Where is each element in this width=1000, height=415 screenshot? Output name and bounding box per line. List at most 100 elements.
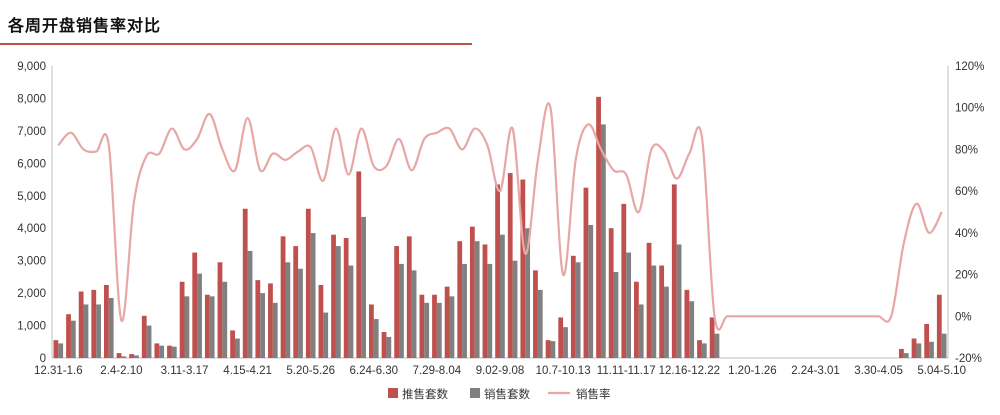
bar-sold [83, 304, 89, 358]
bar-sold [361, 216, 366, 358]
bar-push [533, 270, 538, 358]
bar-push [280, 236, 286, 358]
bar-push [596, 96, 601, 359]
bar-push [331, 234, 336, 358]
bar-push [78, 291, 84, 358]
axes: 0 1,000 2,000 3,000 4,000 5,000 6,000 7,000 8,00… [17, 61, 984, 377]
bar-push [356, 171, 362, 358]
legend: 推售套数 销售套数 销售率 [388, 387, 611, 401]
bar-push [268, 283, 273, 358]
left-tick-label: 6,000 [17, 158, 46, 170]
x-tick-label: 5.04-5.10 [917, 365, 966, 377]
bar-push [381, 332, 387, 358]
bar-sold [134, 355, 139, 358]
bar-push [419, 294, 425, 358]
x-tick-label: 6.24-6.30 [349, 365, 398, 377]
bar-sold [310, 233, 316, 358]
bar-push [469, 226, 475, 358]
bar-push [482, 244, 488, 358]
bar-push [545, 340, 551, 358]
legend-swatch [470, 388, 480, 398]
bar-push [293, 246, 299, 358]
bar-push [91, 289, 97, 358]
bar-sold [146, 325, 152, 358]
bar-sold [121, 356, 127, 358]
right-tick-label: 0% [955, 311, 972, 323]
legend-label: 推售套数 [402, 387, 448, 401]
bar-sold [941, 333, 947, 358]
bar-push [204, 294, 210, 358]
bar-sold [449, 296, 455, 358]
bar-sold [272, 302, 278, 358]
bar-push [911, 338, 917, 358]
bar-push [116, 353, 122, 358]
legend-label: 销售率 [576, 387, 611, 401]
bar-sold [714, 333, 720, 358]
bar-sold [537, 289, 543, 358]
bar-sold [386, 336, 392, 358]
x-tick-label: 3.11-3.17 [161, 365, 209, 377]
left-tick-label: 2,000 [17, 288, 46, 300]
bar-sold [58, 343, 64, 358]
bar-sold [701, 343, 707, 358]
right-tick-label: -20% [955, 353, 982, 365]
bar-sold [626, 252, 631, 358]
bar-sold [436, 302, 442, 358]
bar-push [66, 314, 71, 358]
bar-sold [903, 353, 909, 358]
bar-sold [197, 273, 202, 358]
bar-push [394, 246, 400, 358]
right-tick-label: 40% [955, 228, 978, 240]
right-tick-label: 80% [955, 144, 978, 156]
x-tick-label: 11.11-11.17 [597, 365, 656, 377]
chart-title: 各周开盘销售率对比 [8, 16, 162, 35]
bar-sold [487, 263, 493, 358]
x-tick-label: 10.7-10.13 [536, 365, 591, 377]
left-tick-label: 7,000 [17, 126, 46, 138]
bar-push [406, 236, 412, 358]
bar-push [444, 286, 450, 358]
right-tick-label: 60% [955, 186, 978, 198]
left-tick-label: 5,000 [17, 191, 46, 203]
bar-push [369, 304, 374, 358]
bar-push [697, 340, 702, 358]
bar-sold [474, 241, 480, 358]
legend-swatch [388, 388, 398, 398]
bar-push [634, 281, 639, 358]
bar-sold [613, 272, 619, 358]
right-tick-label: 20% [955, 270, 978, 282]
bar-push [520, 179, 526, 358]
bar-sold [260, 293, 266, 358]
right-tick-label: 100% [955, 103, 984, 115]
bar-sold [929, 341, 934, 358]
bar-sold [399, 263, 404, 358]
bar-sold [159, 345, 165, 358]
bar-push [495, 184, 500, 358]
bar-sold [600, 124, 606, 359]
bar-sold [171, 346, 177, 358]
bar-push [457, 241, 463, 358]
bar-sold [916, 343, 922, 358]
bar-sold [247, 250, 253, 358]
bar-sold [689, 301, 695, 358]
left-tick-label: 4,000 [17, 223, 46, 235]
bar-push [936, 294, 942, 358]
bar-push [621, 203, 627, 358]
bar-sold [234, 338, 240, 358]
bar-push [507, 173, 513, 358]
x-tick-label: 7.29-8.04 [413, 365, 462, 377]
bar-push [242, 208, 248, 358]
bar-push [192, 252, 198, 358]
bar-sold [298, 268, 303, 358]
bar-push [179, 281, 185, 358]
bar-sold [651, 265, 657, 358]
x-tick-label: 12.31-1.6 [34, 365, 83, 377]
bar-sold [323, 312, 329, 358]
left-tick-label: 3,000 [17, 256, 46, 268]
bar-sold [285, 262, 291, 358]
x-tick-label: 1.20-1.26 [728, 365, 777, 377]
bar-push [432, 294, 437, 358]
bar-push [899, 348, 904, 358]
x-tick-label: 5.20-5.26 [286, 365, 335, 377]
